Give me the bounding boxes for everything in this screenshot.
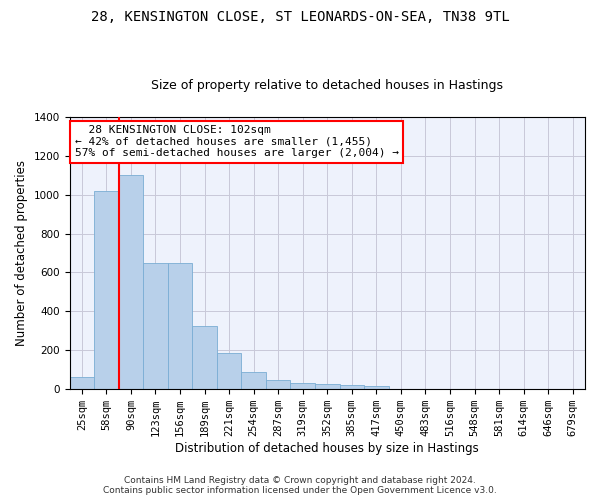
Bar [340,385,364,389]
Bar [70,377,94,389]
Bar [168,262,192,389]
Y-axis label: Number of detached properties: Number of detached properties [15,160,28,346]
Bar [119,175,143,389]
Bar [364,386,389,389]
Bar [241,372,266,389]
Title: Size of property relative to detached houses in Hastings: Size of property relative to detached ho… [151,79,503,92]
Text: 28, KENSINGTON CLOSE, ST LEONARDS-ON-SEA, TN38 9TL: 28, KENSINGTON CLOSE, ST LEONARDS-ON-SEA… [91,10,509,24]
Bar [290,384,315,389]
Bar [192,326,217,389]
Bar [315,384,340,389]
Bar [143,262,168,389]
Bar [266,380,290,389]
Text: 28 KENSINGTON CLOSE: 102sqm
← 42% of detached houses are smaller (1,455)
57% of : 28 KENSINGTON CLOSE: 102sqm ← 42% of det… [74,125,398,158]
Text: Contains HM Land Registry data © Crown copyright and database right 2024.
Contai: Contains HM Land Registry data © Crown c… [103,476,497,495]
Bar [94,190,119,389]
X-axis label: Distribution of detached houses by size in Hastings: Distribution of detached houses by size … [175,442,479,455]
Bar [217,352,241,389]
